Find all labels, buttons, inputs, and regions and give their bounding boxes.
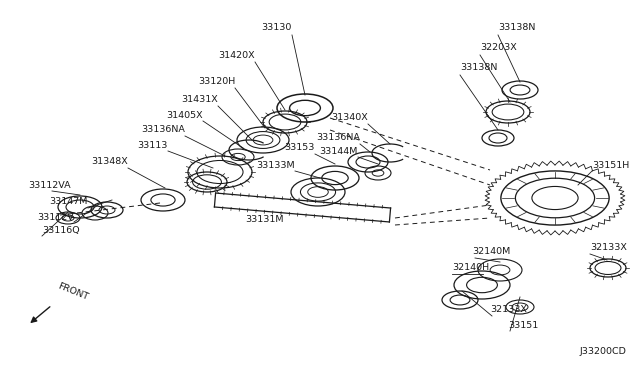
Text: 33131M: 33131M bbox=[245, 215, 284, 224]
Text: 33138N: 33138N bbox=[498, 23, 536, 32]
Text: 33151H: 33151H bbox=[592, 160, 629, 170]
Text: 32133X: 32133X bbox=[590, 244, 627, 253]
Text: 33113: 33113 bbox=[138, 141, 168, 150]
Text: 33133M: 33133M bbox=[257, 160, 295, 170]
Text: 31340X: 31340X bbox=[332, 113, 368, 122]
Text: 33144M: 33144M bbox=[319, 148, 358, 157]
Text: 32140M: 32140M bbox=[472, 247, 510, 257]
Text: 33136NA: 33136NA bbox=[141, 125, 185, 135]
Text: 31405X: 31405X bbox=[166, 110, 203, 119]
Text: 33138N: 33138N bbox=[460, 64, 497, 73]
Text: 31431X: 31431X bbox=[181, 96, 218, 105]
Text: 32140H: 32140H bbox=[452, 263, 489, 273]
Text: 33116Q: 33116Q bbox=[42, 225, 79, 234]
Text: 33151: 33151 bbox=[508, 321, 538, 330]
Text: 33130: 33130 bbox=[262, 23, 292, 32]
Text: FRONT: FRONT bbox=[56, 282, 89, 302]
Text: 33147M: 33147M bbox=[50, 198, 88, 206]
Text: 33136NA: 33136NA bbox=[316, 134, 360, 142]
Text: 31348X: 31348X bbox=[92, 157, 128, 167]
Text: 33120H: 33120H bbox=[198, 77, 235, 87]
Text: 31420X: 31420X bbox=[218, 51, 255, 60]
Text: 33153: 33153 bbox=[285, 144, 315, 153]
Text: 32203X: 32203X bbox=[480, 44, 516, 52]
Text: 33112VA: 33112VA bbox=[28, 180, 70, 189]
Text: J33200CD: J33200CD bbox=[580, 347, 627, 356]
Text: 32133X: 32133X bbox=[490, 305, 527, 314]
Text: 33112V: 33112V bbox=[37, 212, 74, 221]
